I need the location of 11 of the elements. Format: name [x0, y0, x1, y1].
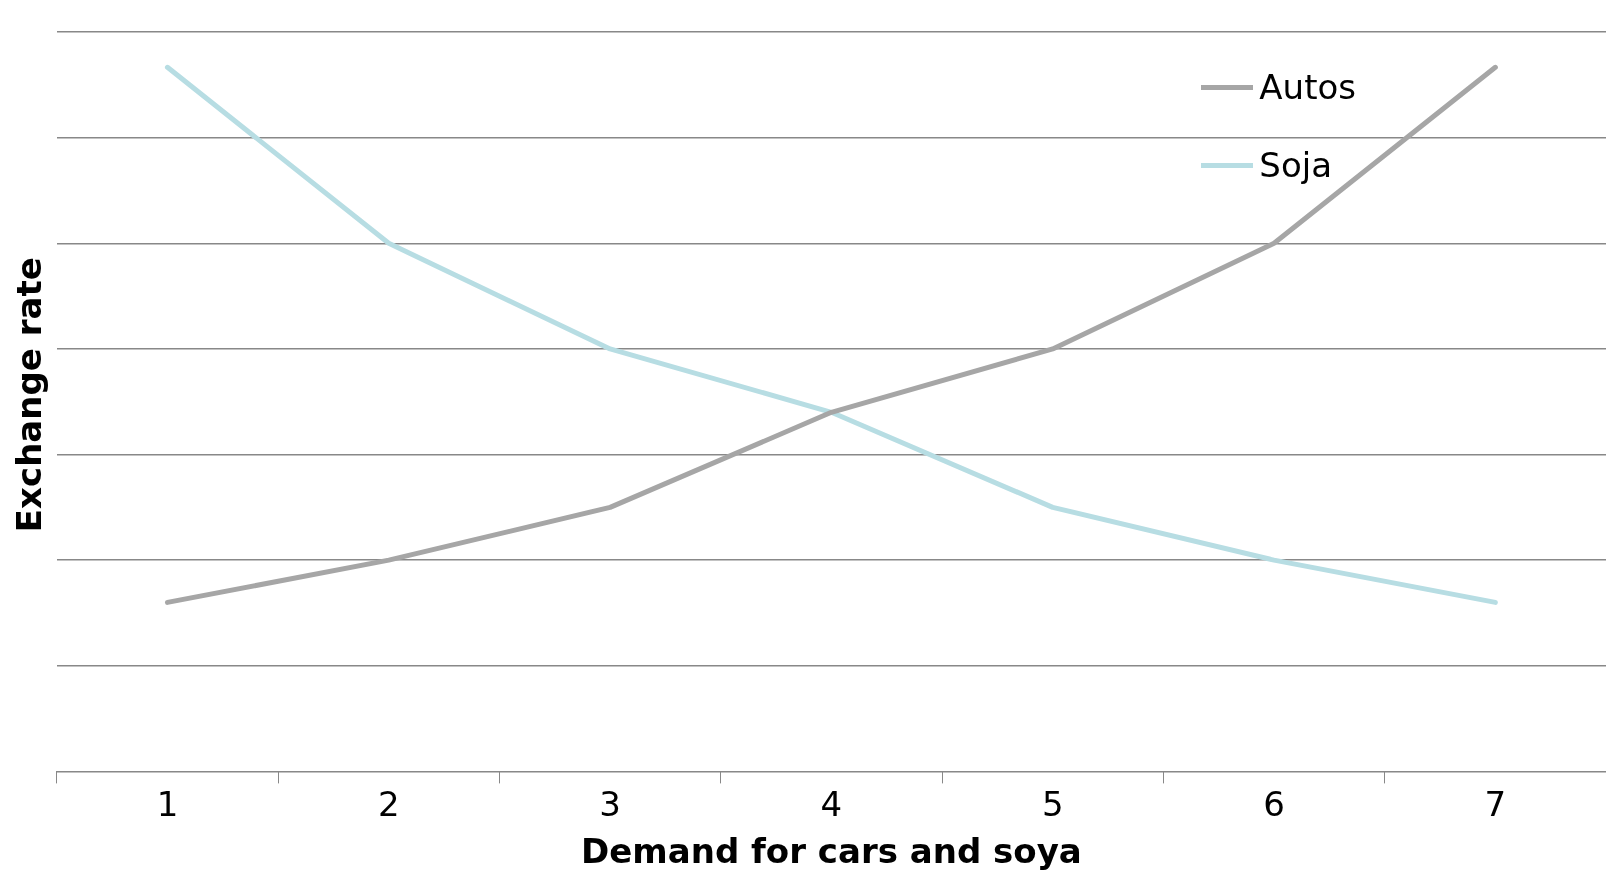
y-axis-title: Exchange rate — [9, 257, 50, 533]
x-tick-label: 7 — [1484, 783, 1507, 824]
x-tick-label: 2 — [377, 783, 400, 824]
x-tick-label: 3 — [599, 783, 621, 824]
x-axis-title: Demand for cars and soya — [581, 831, 1082, 872]
x-tick-label: 6 — [1263, 783, 1285, 824]
x-tick-label: 5 — [1041, 783, 1064, 824]
legend-label: Soja — [1259, 145, 1333, 185]
legend-label: Autos — [1259, 67, 1356, 107]
x-tick-label: 1 — [156, 783, 179, 824]
x-tick-label: 4 — [820, 783, 843, 824]
